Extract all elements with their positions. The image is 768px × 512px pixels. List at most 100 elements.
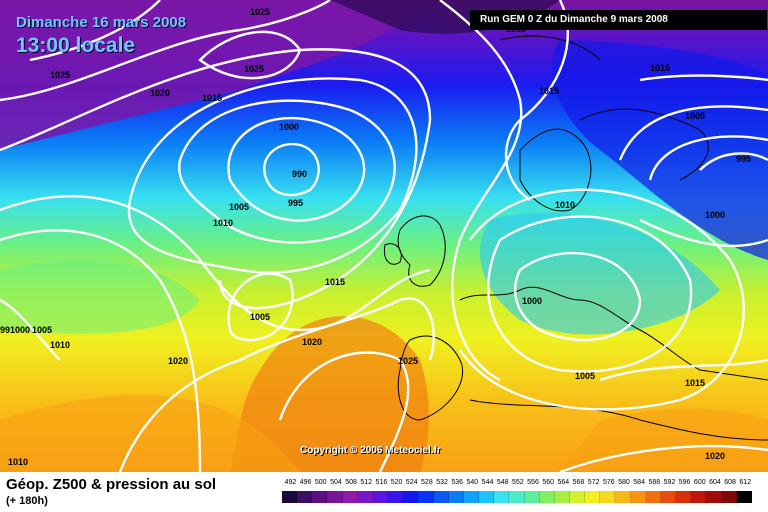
scale-label: 568 <box>572 479 585 486</box>
isobar-label: 1000 <box>705 210 725 220</box>
scale-label: 612 <box>739 479 752 486</box>
isobar-1005-europe <box>487 215 693 373</box>
scale-label: 592 <box>663 479 676 486</box>
isobar-label: 1005 <box>575 371 595 381</box>
map-canvas: 1025 1020 1025 1015 1025 1010 1000 990 9… <box>0 0 768 472</box>
scale-label: 584 <box>633 479 645 486</box>
scale-swatch <box>403 491 419 503</box>
isobar-1000-ne <box>648 135 768 181</box>
scale-label: 572 <box>587 479 600 486</box>
isobar-label: 1005 <box>250 312 270 322</box>
scale-label: 588 <box>648 479 661 486</box>
scale-label: 508 <box>345 479 357 486</box>
isobar-label: 990 <box>292 169 307 179</box>
scale-swatch <box>494 491 510 503</box>
scale-label: 504 <box>330 479 342 486</box>
isobar-1025-c <box>198 30 302 80</box>
isobar-1010-ne <box>504 0 569 201</box>
isobar-label: 1015 <box>650 63 670 73</box>
isobar-1015-e <box>439 0 523 382</box>
isobar-label: 1005 <box>685 111 705 121</box>
scale-swatch <box>372 491 389 503</box>
scale-swatch <box>554 491 570 503</box>
coast-med <box>469 399 768 441</box>
isobar-labels: 1025 1020 1025 1015 1025 1010 1000 990 9… <box>0 7 751 467</box>
isobar-label: 1015 <box>202 93 222 103</box>
scale-label: 576 <box>602 479 615 486</box>
scale-swatch <box>357 491 373 503</box>
isobar-label: 1010 <box>50 340 70 350</box>
scale-label: 560 <box>542 479 554 486</box>
isobar-1015-ne2 <box>639 74 768 82</box>
weather-map: 1025 1020 1025 1015 1025 1010 1000 990 9… <box>0 0 768 472</box>
coast-svalbard <box>499 35 601 61</box>
isobar-1025-nw <box>29 0 161 62</box>
isobar-label: 1010 <box>213 218 233 228</box>
isobar-label: 1025 <box>244 64 264 74</box>
isobar-1000-europe <box>513 251 642 342</box>
scale-swatch <box>630 491 646 503</box>
coast-britain <box>397 215 446 287</box>
scale-swatch <box>312 491 328 503</box>
isobar-label: 1010 <box>8 457 28 467</box>
isobar-label: 1015 <box>539 86 559 96</box>
isobar-990 <box>263 142 320 197</box>
z500-ridge-iberia <box>230 316 429 472</box>
scale-bar <box>282 491 752 503</box>
isobar-label: 1000 <box>522 296 542 306</box>
isobar-label: 1020 <box>302 337 322 347</box>
forecast-time: 13:00 locale <box>16 34 136 57</box>
color-scale: 492 496 500 504 508 512 516 520 524 528 532 536 540 5… <box>282 472 752 512</box>
isobar-1025-s <box>278 351 410 472</box>
scale-label: 608 <box>724 479 736 486</box>
scale-label: 516 <box>375 479 388 486</box>
isobar-label: 1005 <box>229 202 249 212</box>
coastlines <box>383 35 768 441</box>
isobar-label: 1015 <box>325 277 345 287</box>
legend-footer: Géop. Z500 & pression au sol (+ 180h) 49… <box>0 472 768 512</box>
scale-swatch <box>448 491 464 503</box>
isobar-label: 1020 <box>168 356 188 366</box>
isobar-label: 1020 <box>705 451 725 461</box>
scale-swatch <box>736 491 752 503</box>
scale-label: 520 <box>390 479 403 486</box>
scale-label: 564 <box>557 479 570 486</box>
scale-swatch <box>660 491 677 503</box>
scale-swatch <box>282 491 298 503</box>
isobar-1000 <box>227 116 366 222</box>
scale-label: 548 <box>496 479 509 486</box>
isobar-1005-ne <box>618 105 768 161</box>
scale-label: 500 <box>314 479 327 486</box>
scale-swatch <box>388 491 404 503</box>
isobar-1015 <box>0 48 432 310</box>
scale-swatch <box>691 491 707 503</box>
isobar-1010-europe <box>459 188 745 411</box>
scale-swatch <box>585 491 601 503</box>
z500-trough-ne <box>552 40 768 260</box>
scale-label: 512 <box>360 479 373 486</box>
isobars <box>0 0 768 472</box>
scale-swatch <box>706 491 722 503</box>
scale-swatch <box>327 491 343 503</box>
isobar-1015-se <box>599 358 768 382</box>
forecast-range: (+ 180h) <box>6 495 48 507</box>
scale-label: 544 <box>481 479 494 486</box>
parameter-title: Géop. Z500 & pression au sol <box>6 476 217 493</box>
scale-swatch <box>721 491 737 503</box>
isobar-1010-e <box>639 218 768 248</box>
forecast-date: Dimanche 16 mars 2008 <box>16 14 187 31</box>
z500-band-w <box>0 260 200 334</box>
scale-swatch <box>569 491 586 503</box>
isobar-1010-w <box>0 229 202 472</box>
scale-label: 596 <box>678 479 691 486</box>
scale-label: 524 <box>405 479 418 486</box>
isobar-label: 1025 <box>50 70 70 80</box>
z500-trough-europe <box>480 212 720 335</box>
scale-swatch <box>297 491 313 503</box>
coast-scandinavia <box>519 128 592 212</box>
isobar-1005 <box>178 99 396 244</box>
scale-swatch <box>509 491 525 503</box>
scale-swatch <box>676 491 692 503</box>
coast-ireland <box>383 243 402 265</box>
isobar-1020-se <box>559 444 768 472</box>
